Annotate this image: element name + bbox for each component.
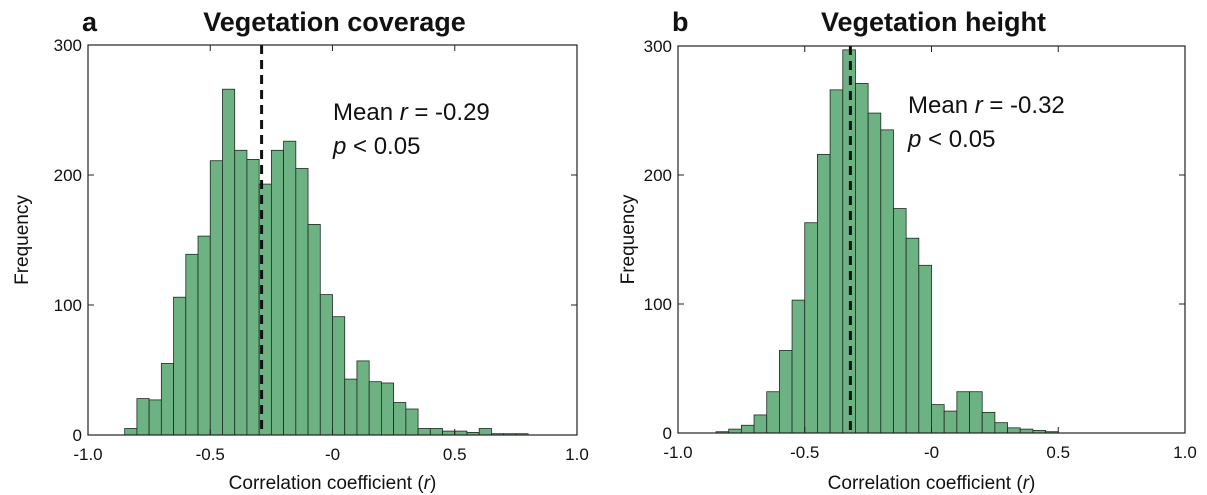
bar [319, 294, 333, 436]
bar [368, 381, 382, 436]
bar [417, 428, 431, 436]
bar [270, 149, 285, 436]
x-axis-label-part: r [424, 473, 431, 494]
y-tick-label: 100 [644, 295, 672, 314]
x-tick-label: -0.5 [196, 445, 225, 464]
annotation: p < 0.05 [907, 126, 995, 153]
panel-letter: a [82, 7, 98, 37]
bar [893, 208, 907, 434]
y-tick-label: 100 [54, 296, 82, 315]
bar [234, 149, 248, 436]
x-tick-label: -0 [325, 445, 340, 464]
x-axis-label-part: ) [430, 473, 436, 494]
y-tick-label: 300 [644, 37, 672, 56]
bar [393, 402, 407, 436]
bar [855, 83, 869, 434]
x-tick-label: 1.0 [565, 445, 589, 464]
bar [148, 399, 162, 436]
bar [356, 360, 370, 436]
bar [956, 391, 970, 434]
bar [222, 88, 236, 436]
annotation-part: r [975, 92, 984, 119]
bar [981, 411, 996, 434]
bar [344, 378, 358, 436]
bar [197, 235, 211, 436]
x-tick-label: -0.5 [790, 443, 819, 462]
bar [931, 404, 945, 434]
annotation: p < 0.05 [332, 133, 420, 160]
y-tick-label: 200 [644, 166, 672, 185]
bar [209, 160, 223, 436]
bar [283, 140, 297, 436]
annotation-part: = -0.32 [983, 92, 1065, 119]
bar [380, 382, 395, 436]
bar [867, 112, 882, 434]
annotation-part: = -0.29 [408, 99, 490, 126]
x-tick-label: -1.0 [73, 445, 102, 464]
x-axis-label-part: Correlation coefficient ( [828, 473, 1024, 494]
annotation-part: < 0.05 [921, 126, 995, 153]
bar [766, 391, 780, 434]
x-tick-label: 0.5 [443, 445, 467, 464]
annotation-part: p [907, 126, 921, 153]
y-tick-label: 0 [663, 424, 672, 443]
annotation-part: < 0.05 [346, 133, 420, 160]
bar [246, 158, 260, 436]
bar [478, 428, 492, 436]
x-axis-label-part: Correlation coefficient ( [229, 473, 425, 494]
bar [185, 253, 199, 436]
annotation-part: Mean [333, 99, 400, 126]
annotation-part: Mean [908, 92, 975, 119]
bar [295, 168, 309, 436]
y-axis-label: Frequency [618, 194, 639, 284]
y-tick-label: 200 [54, 166, 82, 185]
x-tick-label: 1.0 [1173, 443, 1197, 462]
bar [994, 422, 1008, 434]
bar [791, 299, 806, 434]
bar [740, 424, 755, 434]
y-axis-label: Frequency [12, 195, 33, 285]
chart-title: Vegetation coverage [203, 7, 466, 37]
bar [880, 129, 894, 434]
bar [804, 222, 818, 434]
bar [829, 89, 844, 434]
annotation-part: r [400, 99, 409, 126]
bar [332, 316, 346, 436]
annotation-part: p [332, 133, 346, 160]
bar [429, 428, 443, 436]
x-axis-label: Correlation coefficient (r) [828, 473, 1036, 494]
bar [969, 391, 983, 434]
bar [1007, 427, 1021, 434]
y-tick-label: 300 [54, 36, 82, 55]
annotation: Mean r = -0.29 [333, 99, 490, 126]
x-axis-label: Correlation coefficient (r) [229, 473, 437, 494]
x-tick-label: 0.5 [1046, 443, 1070, 462]
annotation: Mean r = -0.32 [908, 92, 1065, 119]
x-axis-label-part: r [1023, 473, 1030, 494]
bar [817, 153, 831, 434]
y-tick-label: 0 [73, 426, 82, 445]
bar [160, 363, 174, 436]
bar [918, 264, 932, 434]
bar [136, 398, 150, 436]
bar [124, 428, 138, 436]
bar [173, 296, 187, 436]
bar [753, 414, 768, 434]
x-axis-label-part: ) [1029, 473, 1035, 494]
x-tick-label: -1.0 [663, 443, 692, 462]
chart-title: Vegetation height [821, 7, 1046, 37]
bar [405, 408, 419, 436]
bar [905, 237, 920, 434]
bar [779, 350, 793, 434]
x-tick-label: -0 [924, 443, 939, 462]
panel-letter: b [672, 7, 689, 37]
bar [943, 410, 958, 434]
bar [307, 223, 321, 436]
